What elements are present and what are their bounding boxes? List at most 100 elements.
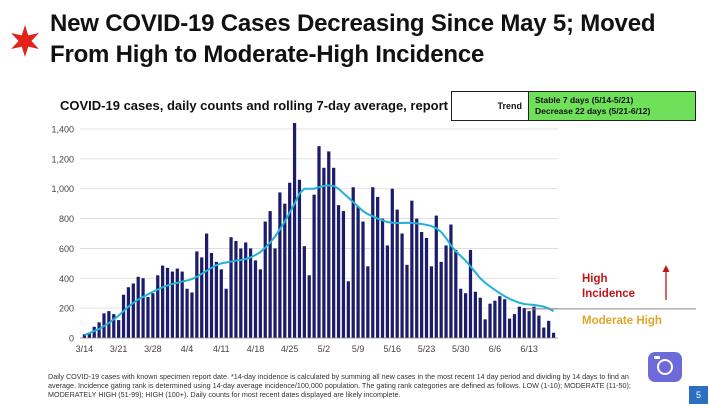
bar [371,187,375,338]
bar [463,293,468,338]
bar [121,294,126,338]
bar [302,246,306,338]
x-tick-label: 4/25 [281,344,299,354]
bar [493,300,497,338]
bar [405,264,409,338]
bar [205,233,209,338]
bar [131,283,135,338]
bar [537,315,541,338]
bar [400,233,404,338]
y-tick-label: 800 [59,214,74,224]
bar [512,314,517,338]
y-tick-label: 0 [69,334,74,344]
bar [503,299,507,338]
bar [454,249,458,338]
bar [112,314,116,338]
bar [170,271,175,338]
bar [547,320,551,338]
bar [263,221,267,338]
chicago-star-icon [11,25,39,57]
bar [410,200,414,338]
y-tick-label: 1,400 [51,125,74,135]
x-tick-label: 5/23 [418,344,436,354]
bar [336,205,341,338]
bar [385,245,390,338]
bar [307,275,311,338]
bar [180,271,184,338]
bar [366,266,370,338]
bar [97,322,101,338]
trend-label: Trend [452,92,529,120]
bar [346,281,350,338]
bar [297,179,302,338]
bar [483,319,487,338]
bar [136,276,140,338]
bar [92,326,96,338]
bar [278,192,282,338]
camera-icon[interactable] [648,352,682,382]
rolling-average-line [84,184,555,336]
bar [517,306,521,338]
bar [234,240,238,338]
bar [190,292,194,338]
bar [219,269,223,338]
y-tick-label: 1,200 [51,154,74,164]
bar [551,332,556,338]
x-tick-label: 6/13 [520,344,538,354]
bar [239,248,243,338]
x-tick-label: 3/14 [76,344,94,354]
bar [527,311,531,338]
bar [478,297,482,338]
trend-line-1: Stable 7 days (5/14-5/21) [535,95,634,105]
legend-moderate-high: Moderate High [582,315,662,327]
bar [258,269,262,338]
bar [488,303,492,338]
footnote: Daily COVID-19 cases with known specimen… [48,372,631,399]
camera-lens [657,359,673,375]
bar [395,209,399,338]
bar [156,275,160,338]
trend-line-2: Decrease 22 days (5/21-6/12) [535,106,651,116]
bar [439,261,443,338]
bar [126,287,131,338]
bar [542,327,546,338]
x-tick-label: 4/18 [247,344,265,354]
bar [390,188,394,338]
legend-high-incidence: High Incidence [582,272,635,302]
bar [522,308,526,338]
bar [268,211,272,338]
x-tick-label: 5/2 [318,344,331,354]
bar [498,296,502,338]
bar [459,288,463,338]
x-tick-label: 6/6 [489,344,502,354]
bar [82,334,87,338]
x-tick-label: 4/11 [213,344,230,354]
legend-high-line-2: Incidence [582,288,636,300]
page-number: 5 [689,386,708,404]
x-axis-labels: 3/14 3/21 3/28 4/4 4/11 4/18 4/25 5/2 5/9 5/16 5/2… [76,344,538,354]
bar [107,311,111,338]
bar [288,182,292,338]
x-tick-label: 5/9 [352,344,365,354]
x-tick-label: 3/21 [110,344,128,354]
bar [356,206,360,338]
bar [117,320,121,338]
y-tick-label: 600 [59,244,74,254]
bar [532,306,536,338]
bar [200,257,204,338]
bar [229,237,233,338]
bar [175,268,179,338]
legend-high-line-1: High [582,273,608,285]
bar [224,288,228,338]
y-axis-labels: 0 200 400 600 800 1,000 1,200 1,400 [51,125,74,344]
bar [292,123,297,338]
bar [322,167,326,338]
bar [332,167,336,338]
bar [341,211,346,338]
bar [424,237,429,338]
bar [376,196,380,338]
bar [317,146,321,338]
bar [214,261,218,338]
bar [361,221,365,338]
